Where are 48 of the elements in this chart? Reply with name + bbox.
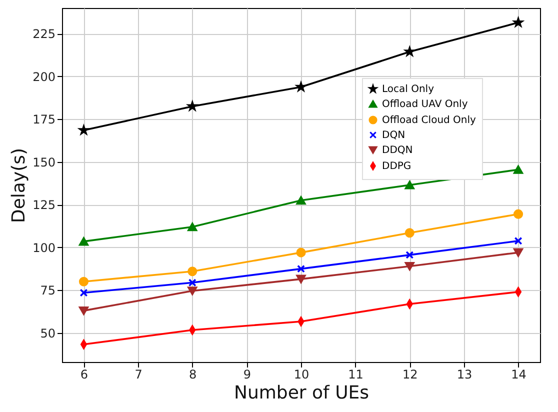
point <box>514 248 524 257</box>
x-tick-label: 7 <box>134 368 142 382</box>
y-tick-label: 200 <box>32 70 56 84</box>
point <box>189 325 196 335</box>
x-tick-label: 10 <box>294 368 310 382</box>
legend-label: Offload UAV Only <box>382 99 468 110</box>
y-tick-label: 100 <box>32 240 56 255</box>
x-tick-label: 12 <box>402 368 418 382</box>
x-tick-label: 13 <box>456 368 472 382</box>
x-axis-title: Number of UEs <box>234 382 370 404</box>
point <box>296 248 306 258</box>
x-tick-label: 8 <box>189 368 197 382</box>
point <box>296 196 306 205</box>
point <box>404 262 414 270</box>
y-tick-label: 225 <box>32 27 56 42</box>
x-tick-label: 14 <box>511 368 526 382</box>
y-tick-label: 125 <box>32 198 56 212</box>
point <box>80 288 88 297</box>
legend-label: DQN <box>382 130 406 141</box>
point <box>78 237 88 246</box>
point <box>514 209 524 219</box>
point <box>298 316 304 326</box>
point <box>297 264 305 273</box>
y-axis-title: Delay(s) <box>8 148 30 224</box>
point <box>406 250 414 259</box>
x-tick-label: 9 <box>243 368 251 382</box>
point <box>404 180 414 190</box>
y-tick-label: 75 <box>40 284 56 298</box>
point <box>188 278 196 287</box>
x-tick-label: 6 <box>80 368 88 382</box>
y-tick-label: 175 <box>32 112 56 127</box>
legend-label: Offload Cloud Only <box>382 115 476 126</box>
point <box>78 276 88 286</box>
legend-label: DDQN <box>382 145 413 156</box>
y-tick-label: 150 <box>32 155 56 170</box>
point <box>406 299 413 309</box>
point <box>78 306 88 315</box>
x-tick-label: 11 <box>348 368 364 382</box>
point <box>404 228 414 238</box>
point <box>188 286 198 296</box>
point <box>188 266 198 276</box>
point <box>514 165 524 174</box>
point <box>514 236 522 245</box>
point <box>296 274 306 284</box>
legend-label: Local Only <box>382 84 434 95</box>
point <box>188 222 198 232</box>
y-tick-label: 50 <box>40 326 56 340</box>
legend-label: DDPG <box>382 161 412 172</box>
